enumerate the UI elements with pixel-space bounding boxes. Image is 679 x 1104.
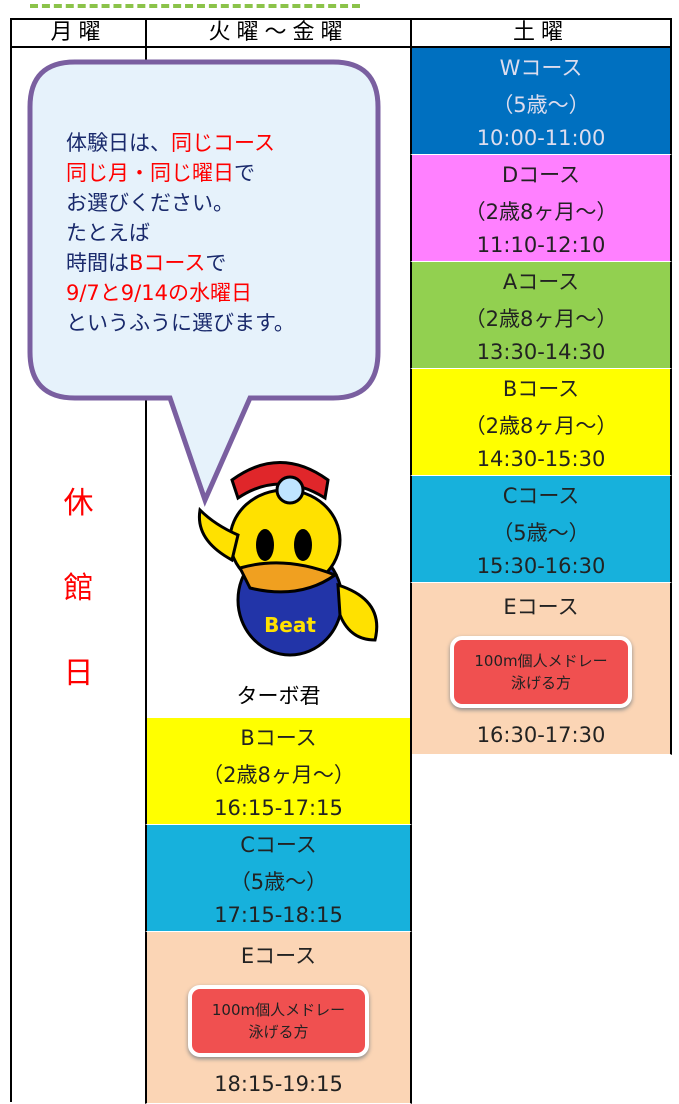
column-header: 月曜 bbox=[10, 18, 147, 48]
note-line: 100m個人メドレー bbox=[211, 1000, 346, 1019]
bubble-segment: Bコース bbox=[129, 251, 206, 275]
course-age: （5歳～） bbox=[492, 92, 590, 117]
course-note-button: 100m個人メドレー 泳げる方 bbox=[450, 635, 632, 708]
course-age: （2歳8ヶ月～） bbox=[464, 413, 618, 438]
bubble-line: というふうに選びます。 bbox=[66, 308, 295, 338]
bubble-line: たとえば bbox=[66, 218, 295, 248]
course-cell: Eコース 100m個人メドレー 泳げる方 18:15-19:15 bbox=[145, 932, 412, 1104]
course-name: Cコース bbox=[240, 832, 317, 857]
course-time: 11:10-12:10 bbox=[476, 233, 606, 258]
course-note-button: 100m個人メドレー 泳げる方 bbox=[187, 984, 370, 1057]
course-cell: Dコース （2歳8ヶ月～） 11:10-12:10 bbox=[410, 155, 672, 262]
course-name: Bコース bbox=[502, 376, 580, 401]
bubble-segment: 同じコース bbox=[171, 131, 275, 155]
mascot: Beat bbox=[197, 461, 379, 657]
course-age: （5歳～） bbox=[492, 520, 590, 545]
course-cell: Bコース （2歳8ヶ月～） 14:30-15:30 bbox=[410, 369, 672, 476]
bubble-line: 9/7と9/14の水曜日 bbox=[66, 278, 295, 308]
closed-char: 日 bbox=[63, 656, 94, 691]
course-time: 10:00-11:00 bbox=[476, 126, 606, 151]
closed-char: 館 bbox=[63, 571, 94, 606]
bubble-shape bbox=[27, 59, 381, 507]
course-cell: Aコース （2歳8ヶ月～） 13:30-14:30 bbox=[410, 262, 672, 369]
bubble-segment: で bbox=[205, 251, 227, 275]
course-time: 16:30-17:30 bbox=[476, 722, 606, 747]
course-name: Cコース bbox=[502, 483, 580, 508]
shirt-text: Beat bbox=[264, 613, 316, 637]
bubble-line: 体験日は、同じコース bbox=[66, 128, 295, 158]
course-time: 18:15-19:15 bbox=[214, 1071, 343, 1096]
closed-char: 休 bbox=[63, 486, 94, 521]
course-time: 16:15-17:15 bbox=[214, 796, 343, 821]
course-cell: Wコース （5歳～） 10:00-11:00 bbox=[410, 48, 672, 155]
course-cell: Eコース 100m個人メドレー 泳げる方 16:30-17:30 bbox=[410, 583, 672, 755]
course-time: 15:30-16:30 bbox=[476, 554, 606, 579]
course-name: Aコース bbox=[502, 269, 580, 294]
bubble-segment: 時間は bbox=[66, 251, 129, 275]
note-line: 泳げる方 bbox=[248, 1022, 309, 1041]
bubble-segment: 同じ月・同じ曜日 bbox=[66, 161, 234, 185]
bubble-line: お選びください。 bbox=[66, 188, 295, 218]
bubble-segment: たとえば bbox=[66, 221, 150, 245]
course-time: 17:15-18:15 bbox=[214, 903, 343, 928]
course-name: Eコース bbox=[240, 943, 317, 968]
course-name: Wコース bbox=[499, 55, 583, 80]
mascot-name: ターボ君 bbox=[236, 684, 321, 708]
course-age: （2歳8ヶ月～） bbox=[464, 306, 618, 331]
course-cell: Bコース （2歳8ヶ月～） 16:15-17:15 bbox=[145, 718, 412, 825]
course-name: Dコース bbox=[501, 162, 581, 187]
column-header: 土曜 bbox=[410, 18, 672, 48]
course-name: Eコース bbox=[503, 594, 579, 619]
course-name: Bコース bbox=[240, 725, 317, 750]
bubble-line: 同じ月・同じ曜日で bbox=[66, 158, 295, 188]
bubble-segment: で bbox=[234, 161, 255, 185]
course-cell: Cコース （5歳～） 15:30-16:30 bbox=[410, 476, 672, 583]
course-age: （2歳8ヶ月～） bbox=[202, 762, 355, 787]
course-cell: Cコース （5歳～） 17:15-18:15 bbox=[145, 825, 412, 932]
course-age: （2歳8ヶ月～） bbox=[464, 199, 618, 224]
bubble-text: 体験日は、同じコース 同じ月・同じ曜日で お選びください。 たとえば 時間はBコースで 9… bbox=[66, 128, 295, 338]
course-time: 14:30-15:30 bbox=[476, 447, 606, 472]
column-header: 火曜～金曜 bbox=[145, 18, 412, 48]
top-strip bbox=[30, 0, 360, 8]
course-time: 13:30-14:30 bbox=[476, 340, 606, 365]
note-line: 泳げる方 bbox=[510, 673, 571, 692]
bubble-segment: 9/7と9/14の水曜日 bbox=[66, 281, 252, 305]
bubble-segment: お選びください。 bbox=[66, 191, 234, 215]
monday-column bbox=[10, 48, 147, 1102]
note-line: 100m個人メドレー bbox=[474, 651, 608, 670]
bubble-line: 時間はBコースで bbox=[66, 248, 295, 278]
bubble-segment: 体験日は、 bbox=[66, 131, 171, 155]
course-age: （5歳～） bbox=[229, 869, 328, 894]
bubble-segment: というふうに選びます。 bbox=[66, 311, 295, 335]
